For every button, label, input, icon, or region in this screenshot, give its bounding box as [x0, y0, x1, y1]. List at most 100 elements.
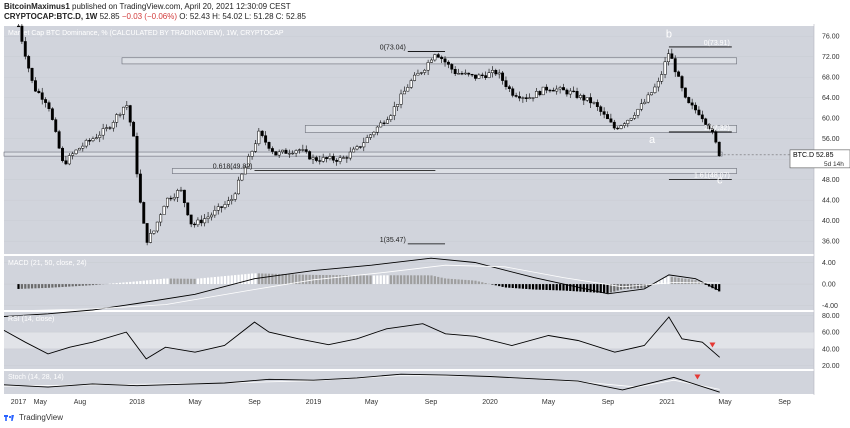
candle-body [138, 173, 142, 203]
candle-body [622, 123, 626, 126]
macd-histogram-bar [599, 284, 602, 293]
macd-histogram-bar [47, 284, 51, 288]
macd-histogram-bar [37, 284, 40, 289]
macd-histogram-bar [176, 278, 179, 285]
macd-histogram-bar [538, 284, 541, 290]
candle-body [358, 146, 362, 148]
macd-histogram-bar [511, 284, 514, 288]
candle-body [670, 53, 674, 59]
rsi-axis-tick-label: 40.00 [822, 346, 840, 353]
macd-histogram-bar [169, 278, 172, 285]
macd-histogram-bar [257, 273, 260, 285]
candle-body [700, 114, 704, 120]
candle-body [81, 145, 85, 149]
macd-line [3, 257, 720, 317]
chart-canvas[interactable]: 36.0040.0044.0048.0052.0056.0060.0064.00… [0, 24, 850, 412]
macd-histogram-bar [376, 275, 379, 285]
candle-body [714, 131, 718, 143]
candle-body [612, 121, 616, 129]
macd-histogram-bar [294, 274, 298, 285]
candle-body [77, 147, 81, 151]
time-axis-tick-label: 2021 [659, 399, 675, 406]
candle-body [203, 218, 207, 224]
stoch-divergence-marker [694, 374, 701, 380]
footer-brand[interactable]: TradingView [4, 413, 63, 422]
candle-body [507, 86, 511, 89]
macd-histogram-bar [58, 284, 61, 288]
macd-histogram-bar [494, 284, 497, 286]
macd-histogram-bar [271, 273, 274, 285]
macd-histogram-bar [338, 275, 342, 285]
macd-histogram-bar [406, 275, 409, 285]
candle-body [257, 130, 261, 145]
candle-body [562, 87, 565, 91]
macd-histogram-bar [217, 276, 220, 285]
macd-histogram-bar [64, 284, 67, 287]
time-axis-tick-label: Sep [602, 399, 615, 406]
candle-body [226, 200, 230, 205]
macd-histogram-bar [569, 284, 572, 291]
candle-body [531, 97, 535, 99]
candle-body [409, 80, 413, 88]
macd-histogram-bar [684, 278, 687, 285]
macd-histogram-bar [613, 284, 616, 292]
tradingview-logo-icon [4, 414, 16, 422]
price-axis-tick-label: 68.00 [822, 75, 840, 82]
candle-body [504, 80, 508, 87]
macd-histogram-bar [443, 278, 447, 285]
rsi-axis-tick-label: 80.00 [822, 313, 840, 320]
macd-histogram-bar [20, 284, 23, 289]
candle-body [189, 214, 193, 225]
candle-body [497, 72, 501, 75]
candles-group [17, 24, 721, 246]
candle-body [64, 160, 68, 165]
candle-body [128, 105, 132, 123]
candle-body [125, 105, 129, 108]
macd-histogram-bar [288, 274, 291, 285]
rsi-axis-tick-label: 60.00 [822, 330, 840, 337]
macd-histogram-bar [139, 280, 142, 285]
price-panel-title: Market Cap BTC Dominance, % (CALCULATED … [8, 30, 284, 37]
macd-axis-tick-label: 0.00 [822, 282, 836, 289]
candle-body [490, 70, 494, 73]
macd-histogram-bar [670, 276, 673, 285]
candle-body [555, 88, 559, 92]
price-axis-tick-label: 60.00 [822, 116, 840, 123]
candle-body [250, 151, 254, 157]
macd-histogram-bar [88, 284, 91, 286]
fib-level-label: 1.61(48.07) [694, 172, 730, 179]
candle-body [572, 90, 576, 93]
author-name[interactable]: BitcoinMaximus1 [4, 2, 70, 11]
candle-body [176, 190, 180, 198]
candle-body [186, 202, 190, 216]
candle-body [240, 173, 244, 181]
macd-histogram-bar [112, 283, 115, 285]
macd-histogram-bar [663, 277, 667, 285]
candle-body [639, 103, 643, 110]
candle-body [162, 206, 166, 215]
candle-body [677, 71, 681, 77]
macd-histogram-bar [237, 274, 240, 285]
candle-body [304, 149, 308, 152]
candle-body [511, 88, 515, 96]
candle-body [155, 221, 159, 232]
macd-histogram-bar [142, 280, 145, 285]
candle-body [450, 64, 454, 70]
macd-histogram-bar [501, 284, 504, 287]
macd-histogram-bar [457, 279, 460, 285]
macd-histogram-bar [298, 274, 301, 285]
candle-body [328, 156, 332, 159]
candle-body [325, 157, 328, 159]
candle-body [402, 90, 406, 95]
macd-histogram-bar [437, 276, 440, 285]
candle-body [660, 74, 664, 82]
macd-histogram-bar [264, 273, 267, 285]
candle-body [220, 206, 224, 208]
support-resistance-zone [3, 151, 723, 157]
macd-histogram-bar [81, 284, 84, 286]
macd-histogram-bar [115, 283, 118, 285]
macd-histogram-bar [332, 275, 335, 285]
macd-axis-tick-label: -4.00 [822, 303, 838, 310]
candle-body [633, 115, 637, 119]
macd-histogram-bar [423, 275, 426, 285]
